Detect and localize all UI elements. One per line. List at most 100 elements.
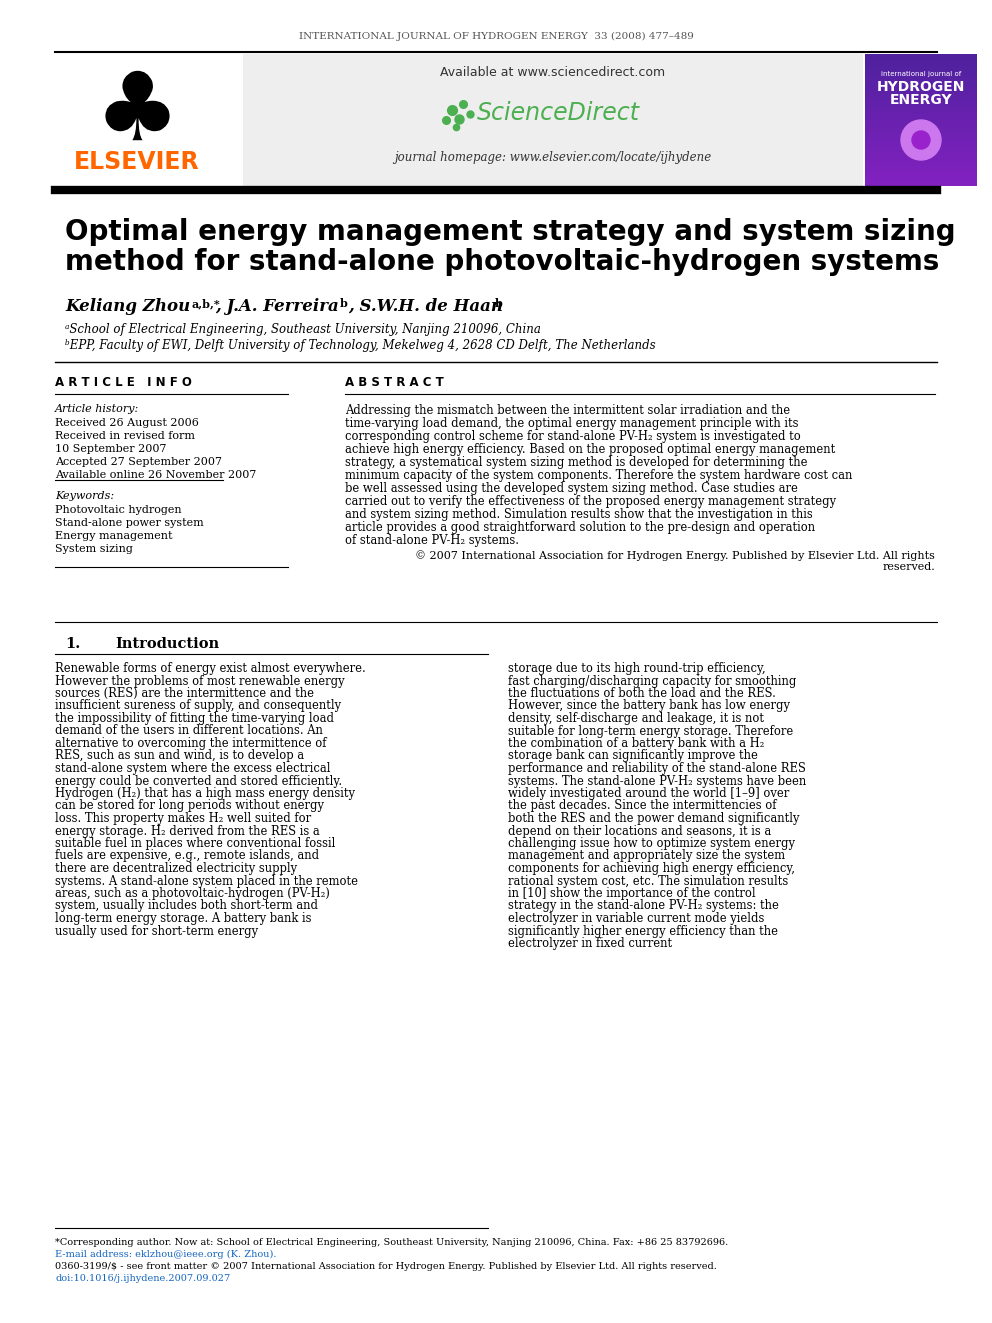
Text: demand of the users in different locations. An: demand of the users in different locatio…: [55, 725, 322, 737]
Text: Optimal energy management strategy and system sizing: Optimal energy management strategy and s…: [65, 218, 955, 246]
Text: electrolyzer in variable current mode yields: electrolyzer in variable current mode yi…: [508, 912, 765, 925]
Text: b: b: [495, 298, 503, 310]
Text: strategy in the stand-alone PV-H₂ systems: the: strategy in the stand-alone PV-H₂ system…: [508, 900, 779, 913]
Text: components for achieving high energy efficiency,: components for achieving high energy eff…: [508, 863, 795, 875]
Text: , S.W.H. de Haan: , S.W.H. de Haan: [348, 298, 503, 315]
Text: method for stand-alone photovoltaic-hydrogen systems: method for stand-alone photovoltaic-hydr…: [65, 247, 939, 277]
Text: areas, such as a photovoltaic-hydrogen (PV-H₂): areas, such as a photovoltaic-hydrogen (…: [55, 886, 330, 900]
Text: achieve high energy efficiency. Based on the proposed optimal energy management: achieve high energy efficiency. Based on…: [345, 443, 835, 456]
Text: systems. A stand-alone system placed in the remote: systems. A stand-alone system placed in …: [55, 875, 358, 888]
Text: the fluctuations of both the load and the RES.: the fluctuations of both the load and th…: [508, 687, 776, 700]
Text: INTERNATIONAL JOURNAL OF HYDROGEN ENERGY  33 (2008) 477–489: INTERNATIONAL JOURNAL OF HYDROGEN ENERGY…: [299, 32, 693, 41]
Circle shape: [901, 120, 941, 160]
Text: Photovoltaic hydrogen: Photovoltaic hydrogen: [55, 505, 182, 515]
Bar: [865, 120, 977, 127]
Text: Hydrogen (H₂) that has a high mass energy density: Hydrogen (H₂) that has a high mass energ…: [55, 787, 355, 800]
Text: b: b: [340, 298, 348, 310]
Text: , J.A. Ferreira: , J.A. Ferreira: [215, 298, 338, 315]
Bar: [865, 180, 977, 187]
Text: a,b,*: a,b,*: [192, 298, 221, 310]
Bar: [865, 127, 977, 134]
Bar: [865, 173, 977, 180]
Text: Received 26 August 2006: Received 26 August 2006: [55, 418, 198, 429]
Bar: [865, 114, 977, 120]
Bar: [865, 153, 977, 160]
Bar: [865, 54, 977, 61]
Text: RES, such as sun and wind, is to develop a: RES, such as sun and wind, is to develop…: [55, 750, 305, 762]
Text: electrolyzer in fixed current: electrolyzer in fixed current: [508, 937, 673, 950]
Text: challenging issue how to optimize system energy: challenging issue how to optimize system…: [508, 837, 795, 849]
Bar: [865, 61, 977, 67]
Text: the impossibility of fitting the time-varying load: the impossibility of fitting the time-va…: [55, 712, 334, 725]
Text: Energy management: Energy management: [55, 531, 173, 541]
Text: A B S T R A C T: A B S T R A C T: [345, 376, 443, 389]
Text: However the problems of most renewable energy: However the problems of most renewable e…: [55, 675, 344, 688]
Bar: [865, 167, 977, 173]
Text: Available at www.sciencedirect.com: Available at www.sciencedirect.com: [440, 66, 666, 78]
Text: Accepted 27 September 2007: Accepted 27 September 2007: [55, 456, 222, 467]
Text: widely investigated around the world [1–9] over: widely investigated around the world [1–…: [508, 787, 790, 800]
Text: both the RES and the power demand significantly: both the RES and the power demand signif…: [508, 812, 800, 826]
Text: energy could be converted and stored efficiently.: energy could be converted and stored eff…: [55, 774, 342, 787]
Text: System sizing: System sizing: [55, 544, 133, 554]
Text: Received in revised form: Received in revised form: [55, 431, 195, 441]
Text: fuels are expensive, e.g., remote islands, and: fuels are expensive, e.g., remote island…: [55, 849, 319, 863]
Text: journal homepage: www.elsevier.com/locate/ijhydene: journal homepage: www.elsevier.com/locat…: [395, 152, 711, 164]
Bar: [865, 101, 977, 107]
Text: article provides a good straightforward solution to the pre-design and operation: article provides a good straightforward …: [345, 521, 815, 534]
Text: density, self-discharge and leakage, it is not: density, self-discharge and leakage, it …: [508, 712, 764, 725]
Text: Introduction: Introduction: [115, 636, 219, 651]
Text: loss. This property makes H₂ well suited for: loss. This property makes H₂ well suited…: [55, 812, 311, 826]
Text: E-mail address: eklzhou@ieee.org (K. Zhou).: E-mail address: eklzhou@ieee.org (K. Zho…: [55, 1250, 277, 1259]
Bar: [865, 107, 977, 114]
Text: 1.: 1.: [65, 636, 80, 651]
Text: of stand-alone PV-H₂ systems.: of stand-alone PV-H₂ systems.: [345, 534, 519, 546]
Bar: [865, 140, 977, 147]
Text: significantly higher energy efficiency than the: significantly higher energy efficiency t…: [508, 925, 778, 938]
Text: depend on their locations and seasons, it is a: depend on their locations and seasons, i…: [508, 824, 771, 837]
Text: the combination of a battery bank with a H₂: the combination of a battery bank with a…: [508, 737, 765, 750]
Text: ENERGY: ENERGY: [890, 93, 952, 107]
Text: storage due to its high round-trip efficiency,: storage due to its high round-trip effic…: [508, 662, 766, 675]
Text: be well assessed using the developed system sizing method. Case studies are: be well assessed using the developed sys…: [345, 482, 798, 495]
Text: minimum capacity of the system components. Therefore the system hardware cost ca: minimum capacity of the system component…: [345, 468, 852, 482]
Text: the past decades. Since the intermittencies of: the past decades. Since the intermittenc…: [508, 799, 777, 812]
Bar: [865, 147, 977, 153]
Text: 10 September 2007: 10 September 2007: [55, 445, 167, 454]
Text: ᵃSchool of Electrical Engineering, Southeast University, Nanjing 210096, China: ᵃSchool of Electrical Engineering, South…: [65, 323, 541, 336]
Text: systems. The stand-alone PV-H₂ systems have been: systems. The stand-alone PV-H₂ systems h…: [508, 774, 806, 787]
Bar: [865, 134, 977, 140]
Bar: [865, 67, 977, 74]
Text: ᵇEPP, Faculty of EWI, Delft University of Technology, Mekelweg 4, 2628 CD Delft,: ᵇEPP, Faculty of EWI, Delft University o…: [65, 339, 656, 352]
Text: performance and reliability of the stand-alone RES: performance and reliability of the stand…: [508, 762, 806, 775]
Text: alternative to overcoming the intermittence of: alternative to overcoming the intermitte…: [55, 737, 326, 750]
Text: there are decentralized electricity supply: there are decentralized electricity supp…: [55, 863, 298, 875]
Text: HYDROGEN: HYDROGEN: [877, 79, 965, 94]
Text: insufficient sureness of supply, and consequently: insufficient sureness of supply, and con…: [55, 700, 341, 713]
Bar: [243, 54, 863, 187]
Text: ELSEVIER: ELSEVIER: [74, 149, 199, 175]
Text: Renewable forms of energy exist almost everywhere.: Renewable forms of energy exist almost e…: [55, 662, 366, 675]
Bar: [865, 160, 977, 167]
Text: can be stored for long periods without energy: can be stored for long periods without e…: [55, 799, 324, 812]
Text: A R T I C L E   I N F O: A R T I C L E I N F O: [55, 376, 191, 389]
Text: corresponding control scheme for stand-alone PV-H₂ system is investigated to: corresponding control scheme for stand-a…: [345, 430, 801, 443]
Text: Keywords:: Keywords:: [55, 491, 114, 501]
Bar: [865, 54, 977, 187]
Text: time-varying load demand, the optimal energy management principle with its: time-varying load demand, the optimal en…: [345, 417, 799, 430]
Text: and system sizing method. Simulation results show that the investigation in this: and system sizing method. Simulation res…: [345, 508, 812, 521]
Text: in [10] show the importance of the control: in [10] show the importance of the contr…: [508, 886, 756, 900]
Text: Addressing the mismatch between the intermittent solar irradiation and the: Addressing the mismatch between the inte…: [345, 404, 790, 417]
Bar: [865, 87, 977, 94]
Text: Stand-alone power system: Stand-alone power system: [55, 519, 203, 528]
Circle shape: [912, 131, 930, 149]
Bar: [865, 81, 977, 87]
Text: doi:10.1016/j.ijhydene.2007.09.027: doi:10.1016/j.ijhydene.2007.09.027: [55, 1274, 230, 1283]
Text: carried out to verify the effectiveness of the proposed energy management strate: carried out to verify the effectiveness …: [345, 495, 836, 508]
Text: strategy, a systematical system sizing method is developed for determining the: strategy, a systematical system sizing m…: [345, 456, 807, 468]
Text: sources (RES) are the intermittence and the: sources (RES) are the intermittence and …: [55, 687, 314, 700]
Bar: [865, 74, 977, 81]
Text: energy storage. H₂ derived from the RES is a: energy storage. H₂ derived from the RES …: [55, 824, 319, 837]
Text: suitable fuel in places where conventional fossil: suitable fuel in places where convention…: [55, 837, 335, 849]
Text: Available online 26 November 2007: Available online 26 November 2007: [55, 470, 256, 480]
